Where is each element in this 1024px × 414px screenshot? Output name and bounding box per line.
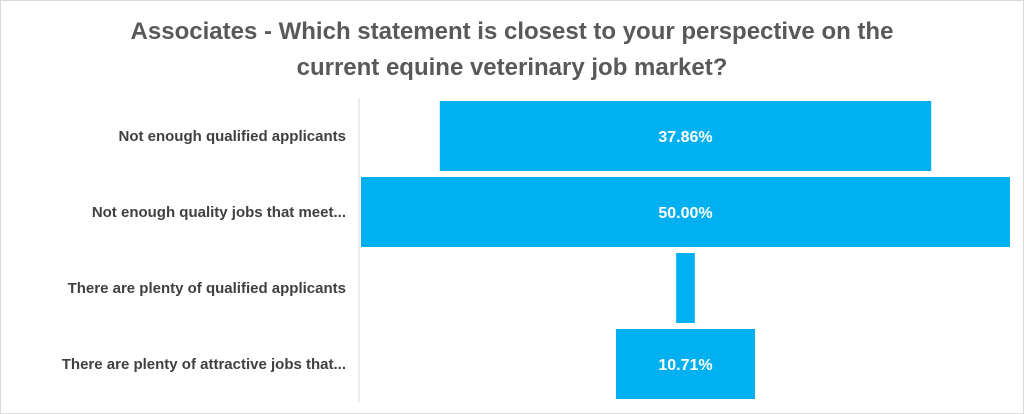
data-label-4: 10.71%	[658, 357, 712, 374]
category-label-2: Not enough quality jobs that meet...	[92, 204, 346, 221]
category-label-4: There are plenty of attractive jobs that…	[62, 356, 346, 373]
funnel-bar-1	[439, 101, 932, 171]
chart-title-line-1: Associates - Which statement is closest …	[130, 18, 894, 45]
category-label-1: Not enough qualified applicants	[118, 128, 346, 145]
chart-title: Associates - Which statement is closest …	[0, 14, 1024, 86]
chart-title-line-2: current equine veterinary job market?	[296, 54, 728, 81]
data-label-1: 37.86%	[658, 129, 712, 146]
funnel-bar-4	[616, 329, 755, 399]
data-label-2: 50.00%	[658, 205, 712, 222]
funnel-bar-2	[361, 177, 1010, 247]
funnel-bar-3	[676, 253, 695, 323]
category-label-3: There are plenty of qualified applicants	[68, 280, 346, 297]
